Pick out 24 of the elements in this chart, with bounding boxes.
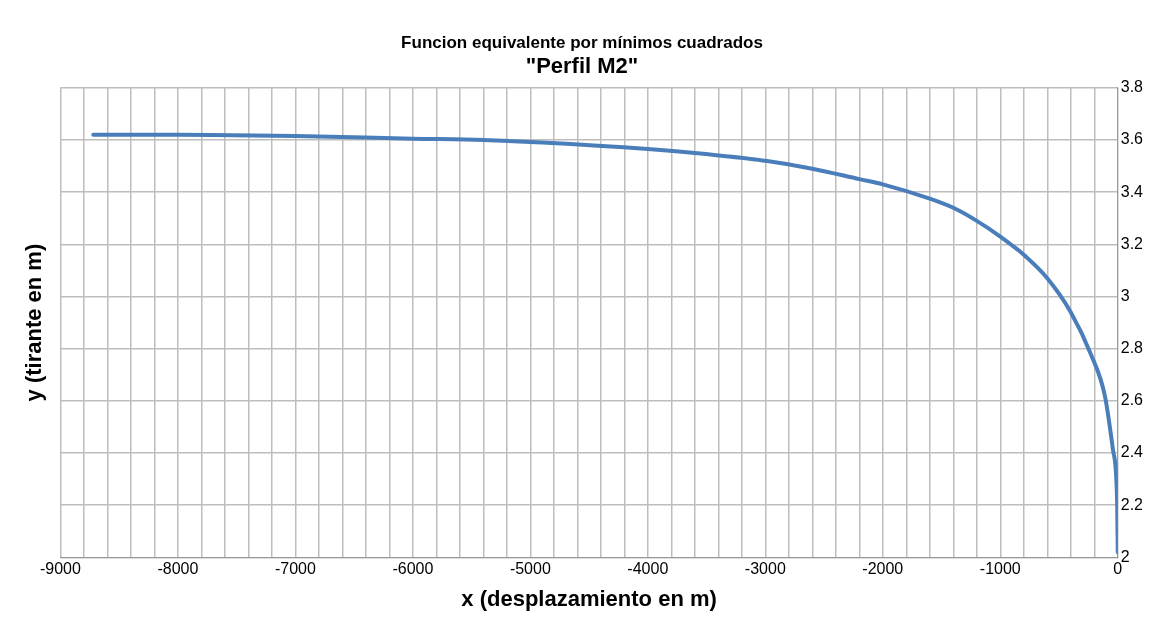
x-tick-label: -3000	[744, 560, 786, 578]
x-tick-label: -1000	[979, 560, 1021, 578]
y-tick-label: 2.2	[1120, 495, 1144, 513]
x-tick-label: -8000	[157, 560, 199, 578]
x-tick-label: -9000	[39, 560, 81, 578]
y-tick-label: 3.8	[1120, 78, 1144, 96]
x-tick-label: -5000	[509, 560, 551, 578]
x-tick-label: -7000	[274, 560, 316, 578]
y-tick-label: 2.6	[1120, 391, 1144, 409]
x-tick-label: -2000	[862, 560, 904, 578]
chart-title: Funcion equivalente por mínimos cuadrados	[401, 32, 763, 52]
y-tick-label: 3.2	[1120, 234, 1144, 252]
y-axis-title: y (tirante en m)	[21, 243, 47, 402]
y-tick-label: 2.4	[1120, 443, 1144, 461]
y-tick-label: 3.6	[1120, 130, 1144, 148]
x-tick-label: -6000	[392, 560, 434, 578]
x-axis-title: x (desplazamiento en m)	[461, 585, 717, 611]
chart-subtitle: "Perfil M2"	[525, 52, 639, 78]
y-tick-label: 3	[1120, 286, 1130, 304]
x-tick-label: -4000	[627, 560, 669, 578]
y-tick-label: 2.8	[1120, 339, 1144, 357]
y-tick-label: 3.4	[1120, 182, 1144, 200]
y-tick-label: 2	[1120, 547, 1130, 565]
line-series	[91, 132, 1118, 555]
